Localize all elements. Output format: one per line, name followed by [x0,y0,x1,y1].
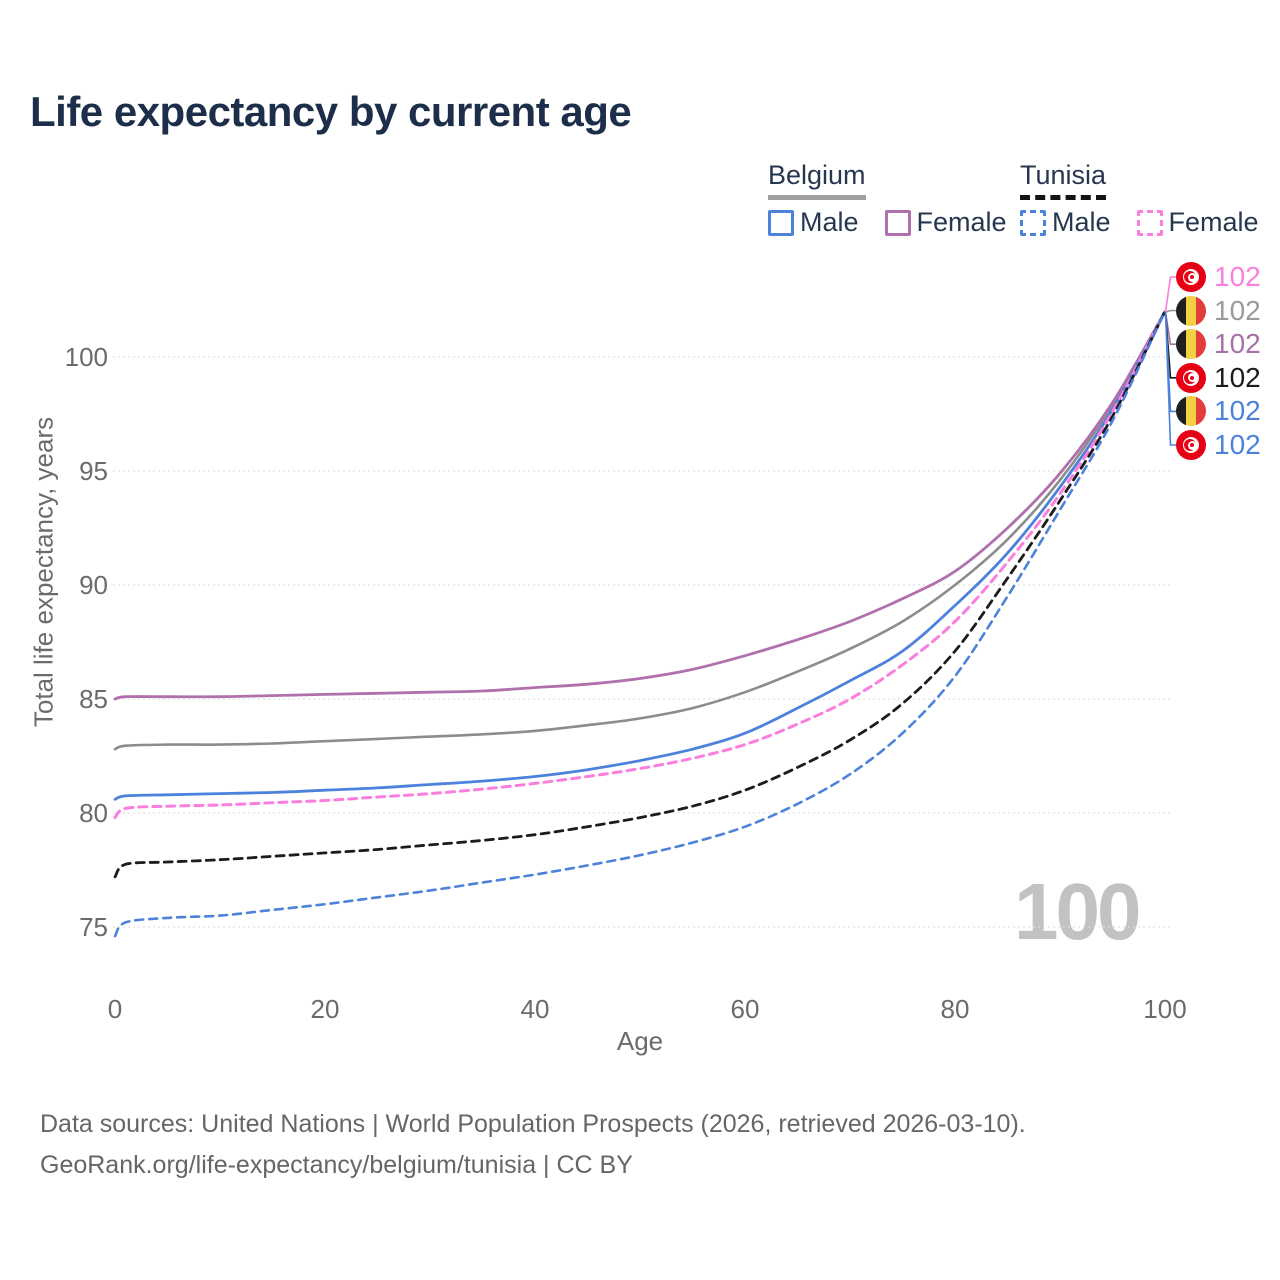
end-label-value: 102 [1214,261,1261,292]
end-label-belgium-female: 102 [1176,328,1261,360]
tunisia-flag-icon [1176,430,1206,460]
y-tick-label-75: 75 [79,912,108,942]
x-tick-label-80: 80 [941,994,970,1024]
footer-data-sources: Data sources: United Nations | World Pop… [40,1110,1026,1138]
legend-items-belgium: Male Female [768,207,1007,238]
end-label-value: 102 [1214,429,1261,460]
legend-item-tunisia-male[interactable]: Male [1020,207,1111,238]
end-label-tunisia-male: 102 [1176,430,1261,460]
y-tick-label-100: 100 [65,342,108,372]
legend-label-tunisia-male: Male [1052,207,1111,237]
tunisia-line-style-swatch [1020,195,1107,200]
belgium-female-checkbox-icon[interactable] [884,209,911,236]
belgium-flag-icon [1176,295,1206,326]
x-tick-label-60: 60 [731,994,760,1024]
belgium-flag-icon [1176,396,1206,427]
end-label-belgium-male: 102 [1176,395,1261,427]
series-line-tunisia-female [113,309,1167,820]
tunisia-male-checkbox-icon[interactable] [1020,209,1046,236]
series-line-belgium [113,310,1167,751]
belgium-flag-icon [1176,329,1206,360]
end-label-tunisia: 102 [1176,361,1261,393]
footer: Data sources: United Nations | World Pop… [40,1104,1026,1185]
page-title: Life expectancy by current age [30,88,632,135]
end-label-value: 102 [1214,361,1261,393]
tunisia-flag-icon [1176,362,1206,393]
end-label-value: 102 [1214,328,1261,360]
x-tick-label-20: 20 [311,994,340,1024]
legend-label-tunisia-female: Female [1168,207,1259,237]
footer-attribution: GeoRank.org/life-expectancy/belgium/tuni… [40,1150,633,1179]
legend-item-tunisia-female[interactable]: Female [1136,207,1259,238]
end-label-tunisia-female: 102 [1176,262,1261,292]
y-tick-label-95: 95 [79,456,108,486]
belgium-male-checkbox-icon[interactable] [768,209,794,236]
tunisia-female-checkbox-icon[interactable] [1136,209,1163,236]
legend-group-belgium: Belgium Male Female [768,160,1007,238]
legend-item-belgium-male[interactable]: Male [768,207,859,238]
legend-header-belgium[interactable]: Belgium [768,160,866,200]
series-line-belgium-female [113,310,1167,701]
legend-group-tunisia: Tunisia Male Female [1020,160,1259,238]
legend-country-label-belgium: Belgium [768,160,866,190]
x-tick-label-100: 100 [1143,994,1186,1024]
legend-item-belgium-female[interactable]: Female [884,207,1007,238]
leader-line-tunisia-female [1164,276,1176,313]
leader-line-belgium [1165,309,1176,313]
x-axis-title: Age [616,1026,664,1056]
y-tick-label-90: 90 [79,570,108,600]
leader-line-tunisia-male [1164,311,1176,446]
belgium-line-style-swatch [768,195,866,200]
x-tick-label-40: 40 [521,994,550,1024]
legend-country-label-tunisia: Tunisia [1020,160,1107,190]
y-tick-label-80: 80 [79,798,108,828]
leader-line-belgium-female [1164,311,1176,345]
series-line-belgium-male [113,310,1167,801]
legend-header-tunisia[interactable]: Tunisia [1020,160,1107,200]
end-label-belgium: 102 [1176,294,1261,326]
legend-items-tunisia: Male Female [1020,207,1259,238]
end-label-value: 102 [1214,294,1261,326]
legend-label-belgium-female: Female [916,207,1007,237]
tunisia-flag-icon [1176,262,1206,292]
legend-label-belgium-male: Male [800,207,859,237]
age-ticker-watermark: 100 [1014,867,1141,956]
end-label-value: 102 [1214,395,1261,427]
series-line-tunisia [113,310,1167,879]
y-tick-label-85: 85 [79,684,108,714]
series-line-tunisia-male [113,310,1167,938]
x-tick-label-0: 0 [108,994,122,1024]
